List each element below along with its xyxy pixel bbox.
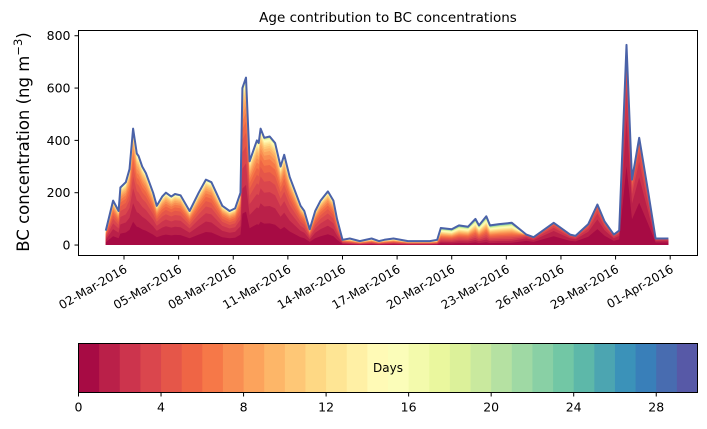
age-band-day-1 bbox=[105, 118, 669, 245]
colorbar-bin-14 bbox=[367, 343, 389, 393]
total-concentration-line bbox=[104, 43, 669, 243]
colorbar-bin-1 bbox=[99, 343, 121, 393]
colorbar-bin-20 bbox=[491, 343, 513, 393]
colorbar-bin-9 bbox=[264, 343, 286, 393]
chart-title: Age contribution to BC concentrations bbox=[259, 10, 517, 26]
colorbar-bin-8 bbox=[243, 343, 265, 393]
colorbar: 0 4 8 12 16 20 24 28 bbox=[75, 343, 698, 415]
y-tick-label-0: 0 bbox=[63, 238, 71, 253]
colorbar-bin-28 bbox=[656, 343, 678, 393]
colorbar-tick-label-16: 16 bbox=[401, 400, 417, 415]
plot-area bbox=[104, 43, 669, 246]
colorbar-bin-26 bbox=[614, 343, 637, 393]
y-tick-label-600: 600 bbox=[47, 81, 71, 96]
colorbar-bin-29 bbox=[676, 343, 698, 393]
colorbar-bin-10 bbox=[284, 343, 306, 393]
colorbar-tick-label-20: 20 bbox=[483, 400, 499, 415]
colorbar-bin-16 bbox=[408, 343, 430, 393]
colorbar-tick-label-12: 12 bbox=[318, 400, 334, 415]
y-axis-label: BC concentration (ng m−3) bbox=[11, 32, 33, 251]
y-axis: 0 200 400 600 800 bbox=[47, 28, 79, 253]
y-tick-label-400: 400 bbox=[47, 133, 71, 148]
colorbar-tick-label-4: 4 bbox=[157, 400, 165, 415]
plot-frame bbox=[78, 30, 698, 256]
colorbar-tick-label-0: 0 bbox=[75, 400, 83, 415]
colorbar-bin-18 bbox=[449, 343, 472, 393]
y-axis-label-superscript: −3 bbox=[11, 39, 25, 56]
colorbar-bin-21 bbox=[511, 343, 533, 393]
x-axis: 02-Mar-201605-Mar-201608-Mar-201611-Mar-… bbox=[56, 255, 676, 312]
colorbar-bin-3 bbox=[140, 343, 162, 393]
colorbar-bin-6 bbox=[202, 343, 224, 393]
y-axis-label-close: ) bbox=[14, 32, 33, 38]
colorbar-bin-7 bbox=[222, 343, 245, 393]
colorbar-bin-19 bbox=[470, 343, 492, 393]
y-tick-label-800: 800 bbox=[47, 28, 71, 43]
colorbar-bin-22 bbox=[532, 343, 554, 393]
colorbar-bin-13 bbox=[346, 343, 368, 393]
colorbar-bin-17 bbox=[429, 343, 451, 393]
colorbar-bin-0 bbox=[78, 343, 100, 393]
y-tick-label-200: 200 bbox=[47, 185, 71, 200]
colorbar-bin-24 bbox=[573, 343, 595, 393]
colorbar-label: Days bbox=[373, 361, 403, 375]
colorbar-tick-label-8: 8 bbox=[240, 400, 248, 415]
colorbar-bin-23 bbox=[553, 343, 575, 393]
colorbar-bin-2 bbox=[119, 343, 141, 393]
colorbar-frame bbox=[78, 343, 698, 393]
age-band-day-8 bbox=[105, 47, 669, 245]
colorbar-bin-11 bbox=[305, 343, 327, 393]
colorbar-tick-label-28: 28 bbox=[648, 400, 664, 415]
colorbar-bin-25 bbox=[594, 343, 616, 393]
colorbar-bin-4 bbox=[161, 343, 183, 393]
y-axis-label-main: BC concentration (ng m bbox=[14, 56, 33, 252]
colorbar-tick-label-24: 24 bbox=[566, 400, 582, 415]
colorbar-bin-12 bbox=[326, 343, 348, 393]
colorbar-bin-27 bbox=[635, 343, 657, 393]
age-band-day-0 bbox=[105, 166, 669, 245]
colorbar-bin-15 bbox=[388, 343, 410, 393]
colorbar-bin-5 bbox=[181, 343, 203, 393]
